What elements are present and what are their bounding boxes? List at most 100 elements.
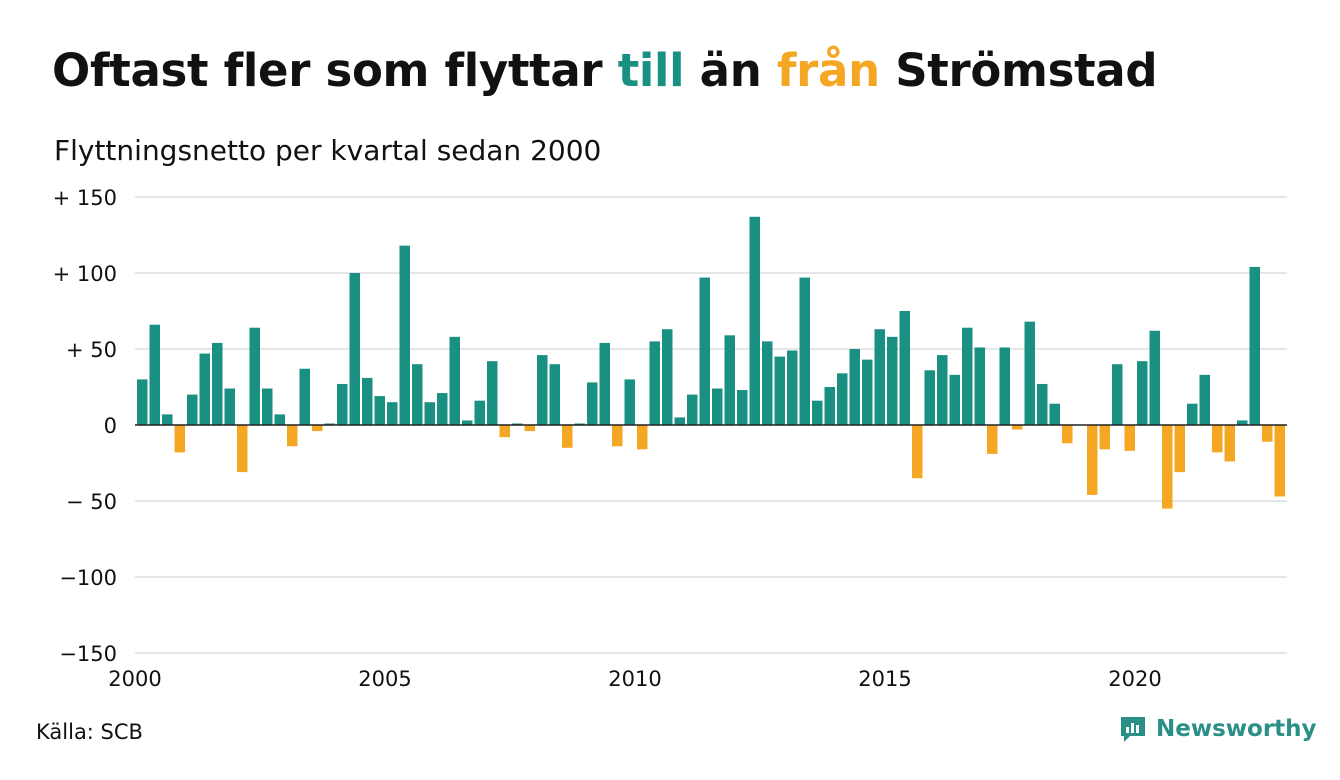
title-till: till (617, 44, 685, 97)
title-part-2: än (684, 44, 777, 97)
bar (549, 364, 560, 425)
bar (399, 245, 410, 425)
bar (1274, 425, 1285, 497)
bar (999, 347, 1010, 425)
y-tick-label: − 50 (66, 490, 117, 514)
bar (349, 273, 360, 425)
bar (387, 402, 398, 425)
bar (599, 342, 610, 425)
bar (987, 425, 998, 454)
bar (199, 353, 210, 425)
bar (237, 425, 248, 473)
bar (962, 327, 973, 425)
bar (674, 417, 685, 425)
bar (299, 368, 310, 425)
bar (224, 388, 235, 425)
bar (824, 387, 835, 425)
bar (1249, 266, 1260, 425)
bar (724, 335, 735, 425)
bar (1237, 420, 1248, 425)
source-note: Källa: SCB (36, 720, 143, 744)
bar (312, 425, 323, 432)
bar (862, 359, 873, 425)
bar (474, 400, 485, 425)
bar (424, 402, 435, 425)
bar (1087, 425, 1098, 495)
bar (562, 425, 573, 448)
bar (799, 277, 810, 425)
x-tick-label: 2015 (858, 667, 911, 691)
bar (462, 420, 473, 425)
bar (487, 361, 498, 425)
bar (1187, 403, 1198, 425)
bar (812, 400, 823, 425)
bar (1099, 425, 1110, 450)
bar (262, 388, 273, 425)
chart-subtitle: Flyttningsnetto per kvartal sedan 2000 (54, 134, 602, 167)
x-tick-label: 2020 (1108, 667, 1161, 691)
x-tick-label: 2005 (358, 667, 411, 691)
bar (1037, 383, 1048, 425)
brand-logo: Newsworthy (1118, 714, 1317, 744)
title-part-1: Oftast fler som flyttar (52, 44, 618, 97)
title-part-3: Strömstad (879, 44, 1158, 97)
y-tick-label: + 100 (53, 262, 117, 286)
bar (874, 329, 885, 425)
bar (574, 423, 585, 425)
bar (524, 425, 535, 432)
bar (699, 277, 710, 425)
bar (137, 379, 148, 425)
bar (1262, 425, 1273, 442)
bar (899, 311, 910, 425)
bars (137, 216, 1285, 509)
bar (499, 425, 510, 438)
y-tick-label: + 150 (53, 186, 117, 210)
bar (1212, 425, 1223, 453)
bar (1224, 425, 1235, 462)
bar (1062, 425, 1073, 444)
bar (762, 341, 773, 425)
bar (887, 336, 898, 425)
y-axis-ticks: + 150 + 100 + 50 0 − 50 −100 −150 (53, 186, 117, 666)
bar (849, 349, 860, 425)
bar (1162, 425, 1173, 509)
bar (687, 394, 698, 425)
bar (1112, 364, 1123, 425)
bar (249, 327, 260, 425)
bar (1137, 361, 1148, 425)
bar (1024, 321, 1035, 425)
bar (149, 324, 160, 425)
y-tick-label: 0 (104, 414, 117, 438)
y-tick-label: −150 (59, 642, 117, 666)
bar (1049, 403, 1060, 425)
bar (712, 388, 723, 425)
bar (1149, 330, 1160, 425)
bar (837, 373, 848, 425)
bar (637, 425, 648, 450)
bar (362, 377, 373, 425)
bar (287, 425, 298, 447)
bar (974, 347, 985, 425)
bar (912, 425, 923, 479)
y-tick-label: + 50 (66, 338, 117, 362)
bar (512, 423, 523, 425)
grid-lines (135, 196, 1287, 654)
bar (374, 396, 385, 425)
x-tick-label: 2010 (608, 667, 661, 691)
bar (774, 356, 785, 425)
bar (749, 216, 760, 425)
bar (324, 423, 335, 425)
bar (587, 382, 598, 425)
chart-bubble-icon (1121, 717, 1145, 742)
bar (662, 329, 673, 425)
title-fran: från (776, 44, 880, 97)
x-tick-label: 2000 (108, 667, 161, 691)
bar (612, 425, 623, 447)
bar (437, 393, 448, 425)
bar (187, 394, 198, 425)
bar (174, 425, 185, 453)
bar (449, 336, 460, 425)
bar (1124, 425, 1135, 451)
y-tick-label: −100 (59, 566, 117, 590)
